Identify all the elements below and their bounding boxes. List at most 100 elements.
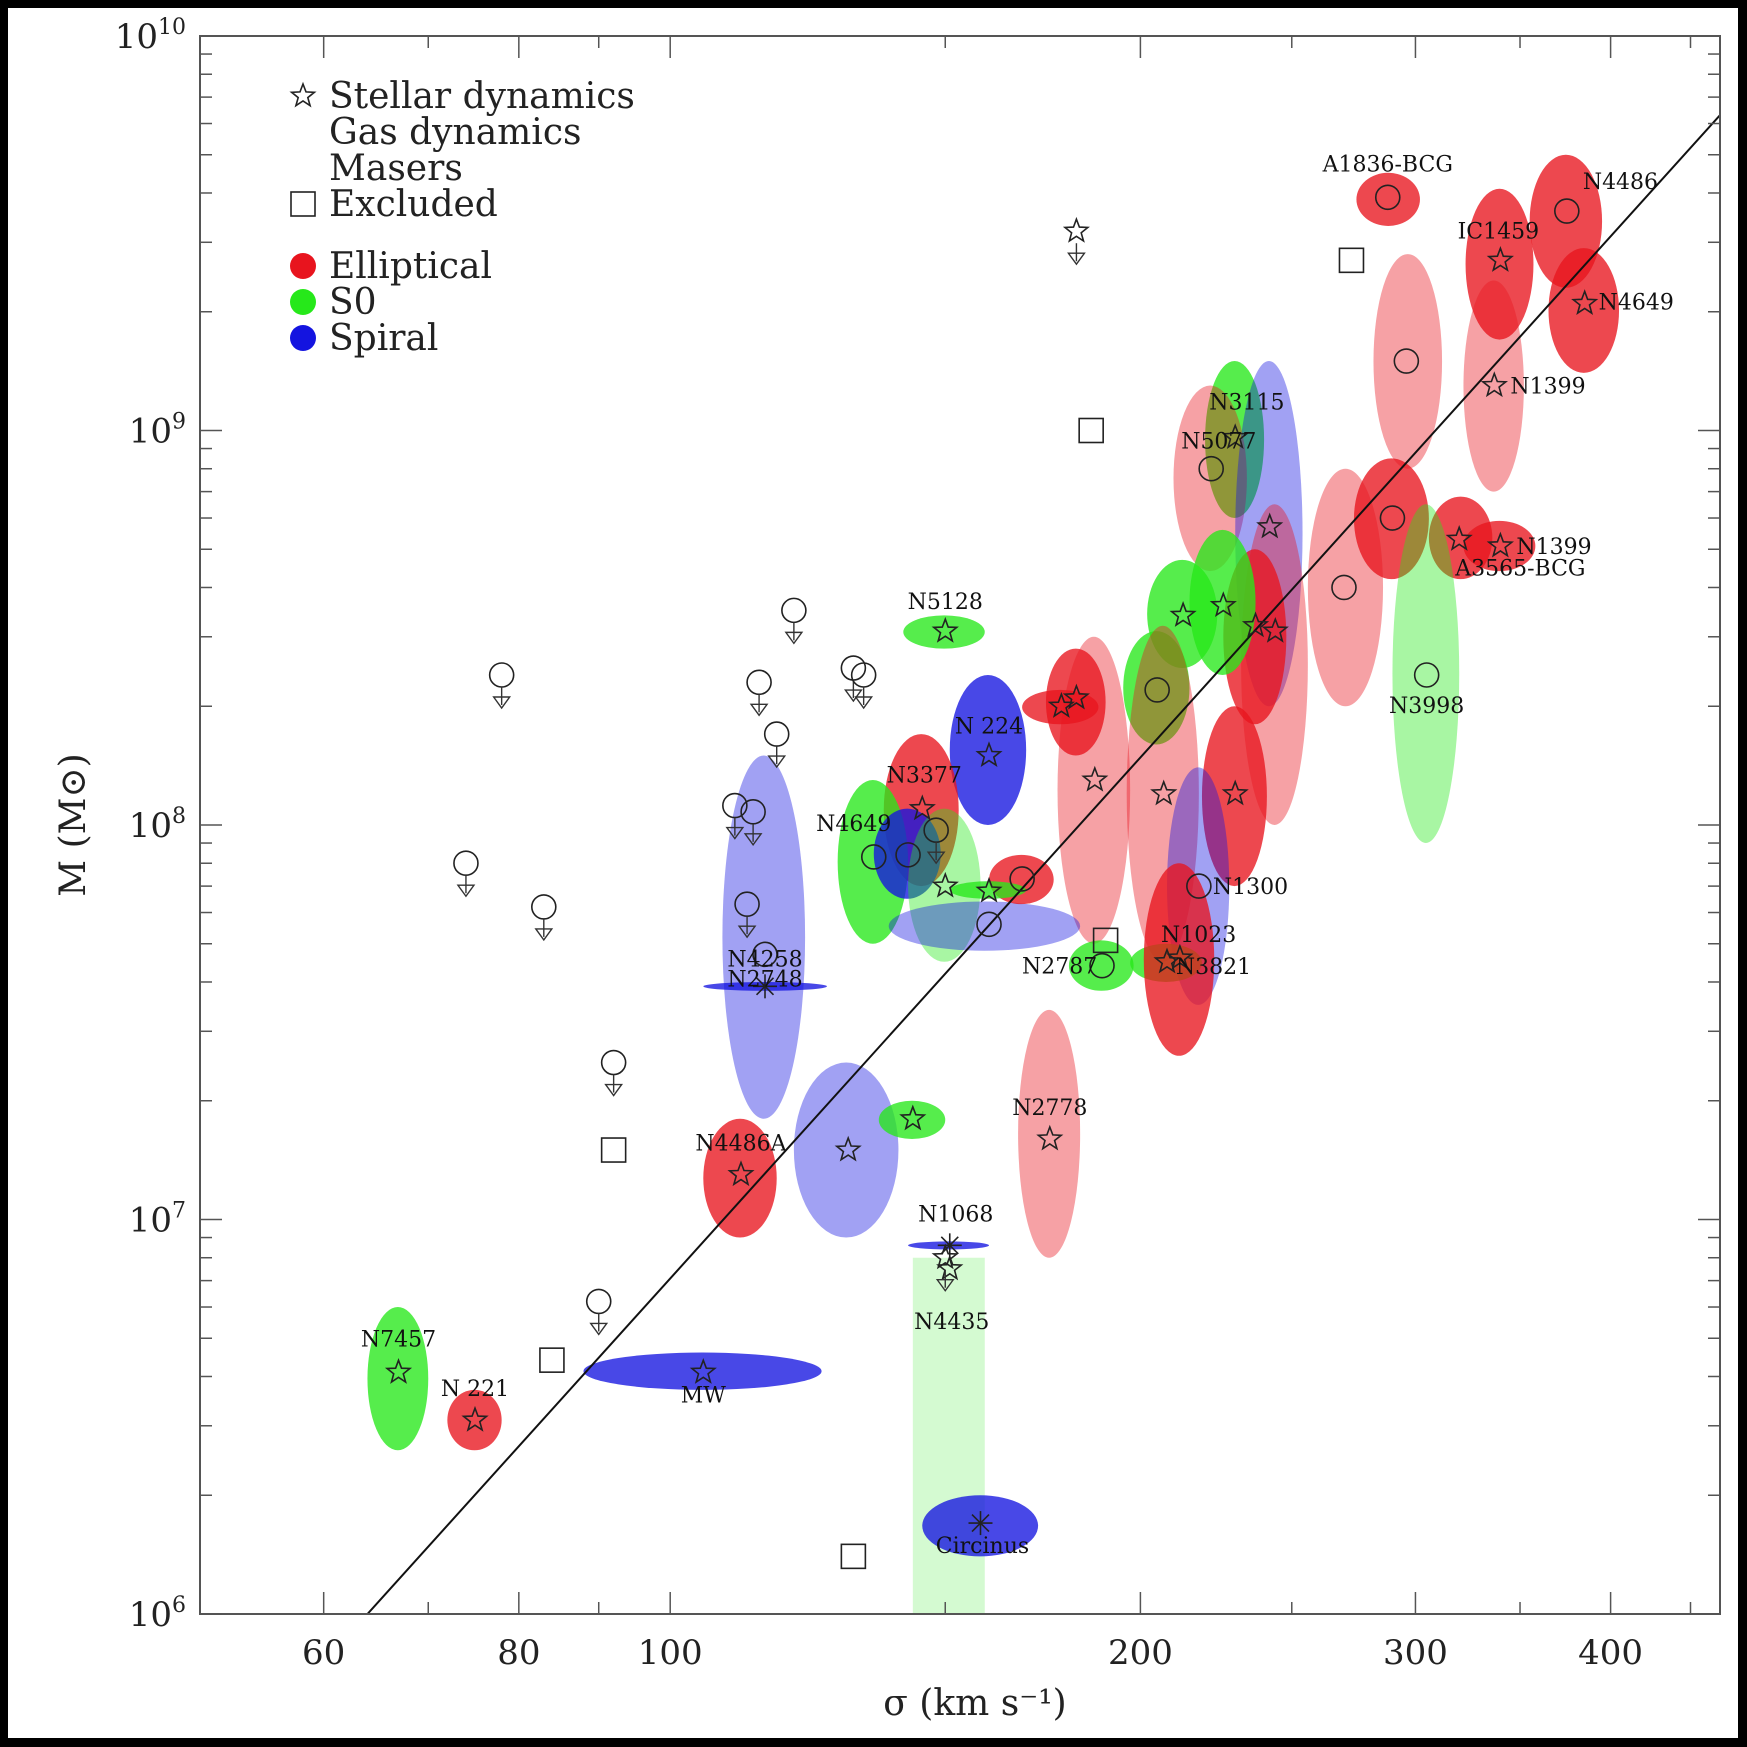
galaxy-label-29: N2787	[1022, 955, 1097, 980]
error-ellipse-33	[908, 808, 981, 962]
y-tick-exponent: 9	[172, 410, 186, 435]
circle-marker	[1331, 574, 1357, 601]
star-marker	[1571, 289, 1599, 315]
upper-limit-arrow	[737, 925, 757, 939]
y-tick-exponent: 8	[172, 804, 186, 829]
circle-marker	[1554, 198, 1580, 224]
galaxy-labels: A1836-BCGN4486IC1459N4649N1399N1399A3565…	[361, 152, 1674, 1559]
circle-marker	[1144, 677, 1170, 703]
star-marker	[289, 81, 317, 108]
error-ellipse-34	[888, 901, 1081, 951]
star-marker	[1486, 531, 1514, 558]
error-ellipse-39	[703, 1118, 777, 1238]
upper-limit-5	[722, 792, 748, 840]
circle-marker	[1009, 866, 1035, 892]
y-tick-base: 10	[129, 412, 172, 452]
error-ellipse-3	[1548, 248, 1620, 373]
fit-line	[366, 114, 1720, 1614]
star-marker	[461, 1405, 489, 1432]
error-ellipse-18	[1123, 631, 1190, 745]
square-marker	[539, 1347, 565, 1373]
star-marker	[1256, 512, 1284, 539]
y-tick-label: 106	[129, 1593, 186, 1635]
x-tick-labels: 60 80 100 200 300 400	[302, 1633, 1643, 1673]
galaxy-label-45: Circinus	[936, 1534, 1029, 1559]
error-ellipse-7	[1353, 458, 1429, 580]
galaxy-label-6: N1399	[1516, 535, 1591, 560]
galaxy-label-5: N1399	[1510, 375, 1585, 400]
error-ellipse-28	[1143, 863, 1215, 1056]
square-marker	[1092, 927, 1119, 954]
upper-limit-arrow	[784, 631, 804, 645]
circle-marker	[1374, 184, 1401, 211]
star-marker	[1169, 600, 1197, 627]
error-ellipse-23	[1057, 636, 1131, 944]
star-marker	[1480, 371, 1509, 398]
upper-limit-15	[1062, 216, 1090, 266]
upper-limit-2	[531, 894, 557, 942]
galaxy-label-27: N1023	[1161, 923, 1236, 948]
asterisk-marker	[968, 1511, 993, 1536]
star-marker	[975, 741, 1003, 768]
square-marker	[600, 1137, 627, 1163]
x-tick-label: 400	[1578, 1633, 1643, 1673]
legend-label-spiral: Spiral	[329, 318, 438, 359]
galaxy-label-8: A3565-BCG	[1454, 556, 1585, 581]
upper-limit-arrow	[743, 833, 763, 847]
error-ellipse-19	[903, 615, 985, 649]
upper-limit-arrow	[854, 696, 874, 710]
square-marker	[1078, 417, 1104, 444]
star-marker	[1221, 779, 1249, 806]
error-ellipse-5	[1463, 280, 1524, 492]
star-marker	[1081, 765, 1109, 792]
axis-ticks	[199, 36, 1720, 1615]
circle-marker	[1413, 662, 1440, 688]
galaxy-label-3: N4649	[1599, 290, 1674, 315]
y-tick-label: 109	[129, 410, 186, 452]
error-ellipse-22	[1022, 689, 1099, 725]
error-ellipse-0	[1356, 172, 1420, 226]
galaxy-label-38: N4258	[727, 947, 802, 972]
star-marker	[1062, 683, 1090, 710]
galaxy-label-30: N3377	[887, 764, 962, 789]
circle-marker	[752, 941, 778, 968]
upper-limit-arrow	[749, 703, 769, 717]
star-marker	[1150, 779, 1178, 806]
legend-label-asterisk: Masers	[329, 148, 463, 189]
circle-marker	[1089, 952, 1115, 979]
asterisk-stroke	[755, 977, 775, 996]
legend-label-square: Excluded	[329, 184, 498, 225]
upper-limit-arrow	[926, 851, 946, 865]
upper-limit-arrow	[456, 884, 476, 898]
star-marker	[1261, 616, 1289, 643]
circle-marker	[1186, 873, 1212, 899]
error-ellipse-25	[1201, 706, 1267, 887]
error-ellipse-11	[1205, 361, 1265, 519]
upper-limit-10	[781, 597, 807, 645]
star-marker	[931, 1243, 959, 1270]
upper-limit-3	[600, 1049, 627, 1097]
upper-limit-13	[923, 817, 949, 865]
upper-limit-arrow	[725, 826, 745, 840]
upper-limit-14	[931, 1243, 959, 1292]
star-marker	[1445, 525, 1473, 551]
galaxy-label-37: N2748	[727, 967, 802, 992]
galaxy-label-39: N4486A	[695, 1132, 787, 1157]
error-ellipse-47	[447, 1389, 502, 1451]
y-tick-label: 1010	[115, 15, 186, 57]
galaxy-label-9: N3998	[1389, 694, 1464, 719]
upper-limit-arrow	[604, 1083, 624, 1097]
upper-limit-arrow	[1067, 252, 1086, 266]
error-ellipse-41	[878, 1100, 946, 1139]
y-tick-exponent: 6	[172, 1593, 186, 1618]
square-marker	[1338, 247, 1365, 274]
x-axis-title: σ (km s⁻¹)	[883, 1683, 1066, 1724]
asterisk-marker	[753, 974, 778, 999]
galaxy-label-26: N1300	[1213, 875, 1288, 900]
upper-limit-arrow	[492, 696, 512, 710]
x-tick-label: 300	[1383, 1633, 1448, 1673]
galaxy-label-28: N3821	[1176, 955, 1251, 980]
error-ellipse-48	[583, 1352, 822, 1390]
